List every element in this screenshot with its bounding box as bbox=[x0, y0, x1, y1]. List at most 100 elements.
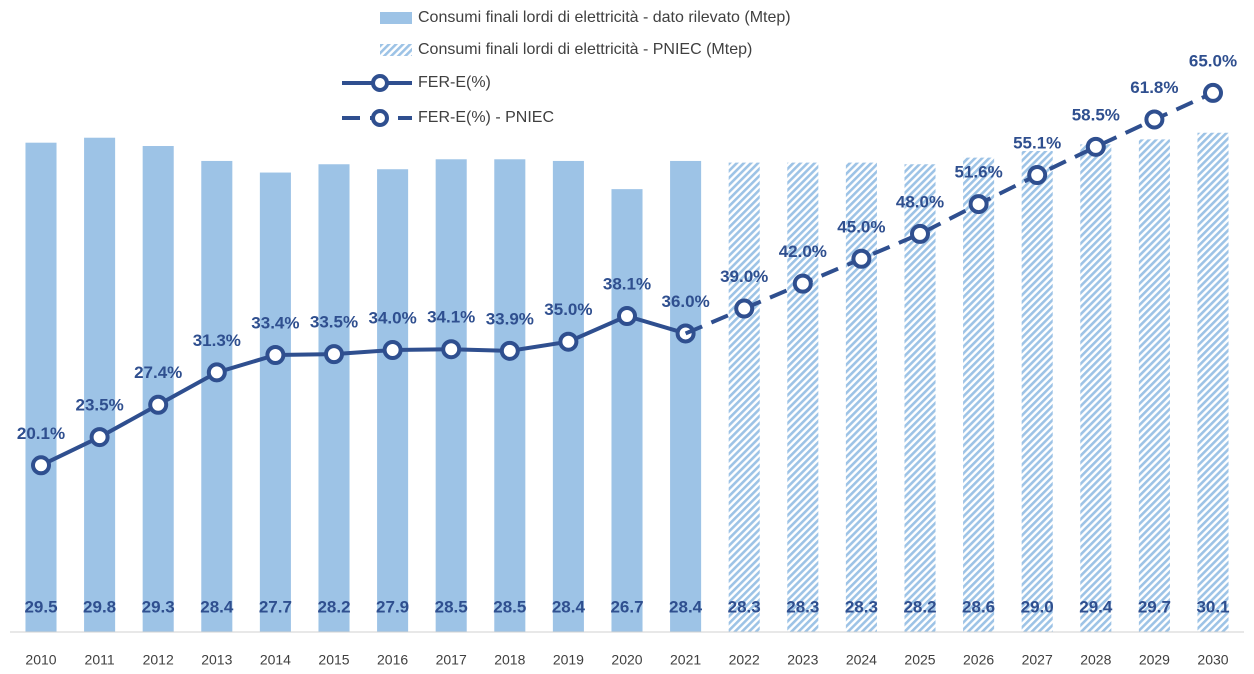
line-marker bbox=[1027, 165, 1048, 186]
bar-value-label: 28.2 bbox=[317, 597, 350, 616]
bar-value-label: 28.4 bbox=[552, 597, 586, 616]
bar bbox=[728, 162, 760, 632]
line-marker bbox=[499, 340, 520, 361]
bar-value-label: 28.5 bbox=[493, 597, 526, 616]
bar bbox=[259, 172, 291, 633]
legend-label: FER-E(%) - PNIEC bbox=[418, 109, 554, 126]
line-marker bbox=[31, 455, 51, 476]
bar-value-label: 29.0 bbox=[1021, 597, 1054, 616]
bar bbox=[377, 169, 409, 632]
line-value-label: 58.5% bbox=[1072, 105, 1120, 124]
bar bbox=[845, 162, 877, 632]
bar bbox=[1080, 144, 1112, 633]
bar-value-label: 28.3 bbox=[786, 597, 819, 616]
x-tick-label: 2012 bbox=[143, 652, 174, 668]
line-marker bbox=[148, 394, 169, 415]
line-value-label: 42.0% bbox=[779, 242, 827, 261]
line-marker bbox=[206, 362, 227, 383]
x-tick-label: 2020 bbox=[611, 652, 642, 668]
line-value-label: 48.0% bbox=[896, 192, 944, 211]
legend-marker bbox=[371, 74, 389, 92]
line-value-label: 34.0% bbox=[368, 309, 416, 328]
bar bbox=[1021, 150, 1053, 632]
bar bbox=[201, 160, 233, 632]
bar bbox=[1138, 139, 1170, 632]
x-tick-label: 2014 bbox=[260, 652, 291, 668]
x-tick-label: 2019 bbox=[553, 652, 584, 668]
line-marker bbox=[324, 344, 344, 365]
bar-value-label: 27.9 bbox=[376, 597, 409, 616]
bar-value-label: 28.4 bbox=[669, 597, 703, 616]
bar bbox=[787, 162, 819, 632]
bar bbox=[494, 159, 526, 632]
bar-value-label: 30.1 bbox=[1196, 597, 1229, 616]
x-tick-label: 2016 bbox=[377, 652, 408, 668]
x-tick-label: 2023 bbox=[787, 652, 818, 668]
bar bbox=[435, 159, 467, 632]
line-marker bbox=[1203, 82, 1223, 103]
line bbox=[40, 313, 687, 468]
line-marker bbox=[441, 339, 462, 360]
line-marker bbox=[1144, 109, 1165, 130]
legend-swatch bbox=[380, 44, 412, 56]
line-marker bbox=[1085, 136, 1106, 157]
x-tick-label: 2011 bbox=[85, 652, 115, 668]
line-value-label: 27.4% bbox=[134, 363, 182, 382]
bar-value-label: 29.5 bbox=[24, 597, 57, 616]
x-tick-label: 2024 bbox=[846, 652, 877, 668]
bar bbox=[318, 164, 350, 633]
line-value-label: 33.9% bbox=[486, 309, 534, 328]
bar-value-label: 29.3 bbox=[142, 597, 175, 616]
legend-swatch bbox=[380, 12, 412, 24]
x-tick-label: 2015 bbox=[318, 652, 349, 668]
line-marker bbox=[734, 298, 755, 319]
line-marker bbox=[968, 194, 989, 215]
bar-value-label: 28.4 bbox=[200, 597, 234, 616]
bar-value-label: 26.7 bbox=[610, 597, 643, 616]
bar-value-label: 29.8 bbox=[83, 597, 116, 616]
bar-value-label: 28.2 bbox=[903, 597, 936, 616]
bar-value-label: 28.3 bbox=[728, 597, 761, 616]
x-tick-label: 2030 bbox=[1197, 652, 1228, 668]
bar-value-label: 29.7 bbox=[1138, 597, 1171, 616]
legend-label: FER-E(%) bbox=[418, 74, 491, 91]
line-value-label: 51.6% bbox=[954, 163, 1002, 182]
line-value-label: 55.1% bbox=[1013, 134, 1061, 153]
line-value-label: 20.1% bbox=[17, 424, 65, 443]
line-value-label: 31.3% bbox=[193, 331, 241, 350]
x-tick-label: 2010 bbox=[25, 652, 56, 668]
x-tick-label: 2026 bbox=[963, 652, 994, 668]
bar-value-label: 28.3 bbox=[845, 597, 878, 616]
line-marker bbox=[851, 248, 872, 269]
legend-label: Consumi finali lordi di elettricità - PN… bbox=[418, 41, 752, 58]
x-tick-label: 2027 bbox=[1022, 652, 1053, 668]
bar bbox=[84, 137, 116, 632]
line-marker bbox=[558, 331, 579, 352]
bar bbox=[1197, 132, 1229, 632]
line-value-label: 61.8% bbox=[1130, 78, 1178, 97]
line-value-label: 36.0% bbox=[661, 292, 709, 311]
x-tick-label: 2017 bbox=[436, 652, 467, 668]
x-tick-label: 2029 bbox=[1139, 652, 1170, 668]
legend-marker bbox=[371, 109, 389, 127]
line-value-label: 23.5% bbox=[75, 396, 123, 415]
bar-value-label: 29.4 bbox=[1079, 597, 1113, 616]
line-value-label: 33.5% bbox=[310, 313, 358, 332]
bar bbox=[611, 189, 643, 633]
x-tick-label: 2021 bbox=[670, 652, 701, 668]
bar bbox=[142, 146, 174, 632]
x-tick-label: 2018 bbox=[494, 652, 525, 668]
line-marker bbox=[382, 340, 403, 361]
line-value-label: 34.1% bbox=[427, 308, 475, 327]
line-marker bbox=[792, 273, 813, 294]
bar bbox=[25, 142, 57, 632]
line-value-label: 35.0% bbox=[544, 300, 592, 319]
line-value-label: 33.4% bbox=[251, 313, 299, 332]
line-value-label: 38.1% bbox=[603, 275, 651, 294]
line-marker bbox=[910, 223, 930, 244]
line-value-label: 39.0% bbox=[720, 267, 768, 286]
line-marker bbox=[89, 427, 110, 448]
bar bbox=[963, 157, 995, 632]
